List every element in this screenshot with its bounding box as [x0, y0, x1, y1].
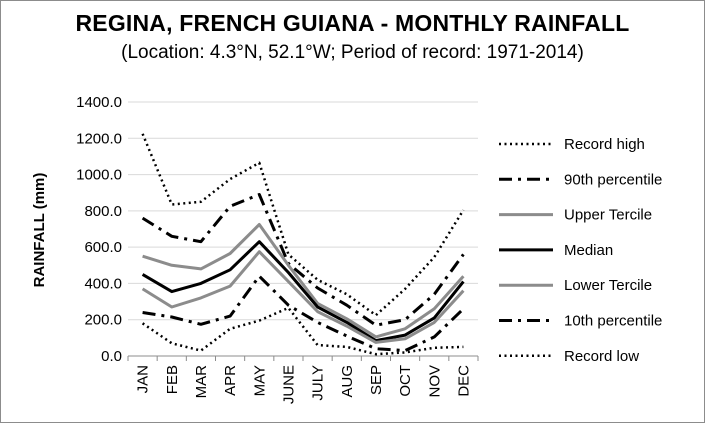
- x-tick-label: MAY: [251, 365, 268, 396]
- y-axis-ticks: 0.0 200.0 400.0 600.0 800.0 1000.0 1200.0 1400.…: [76, 94, 122, 365]
- y-tick-label: 1000.0: [76, 167, 122, 184]
- series-line-lower-tercile: [141, 250, 465, 344]
- series-line-record-high: [141, 133, 465, 317]
- legend-label: Median: [564, 242, 613, 259]
- y-tick-label: 1400.0: [76, 94, 122, 111]
- x-tick-label: FEB: [164, 365, 181, 394]
- x-tick-label: JULY: [310, 365, 327, 401]
- legend-label: Record low: [564, 348, 639, 365]
- y-tick-label: 200.0: [84, 312, 122, 329]
- y-tick-label: 400.0: [84, 275, 122, 292]
- series-line-record-low: [141, 306, 464, 356]
- y-tick-label: 600.0: [84, 239, 122, 256]
- series-lines: [141, 133, 465, 356]
- x-axis-ticks: JAN FEB MAR APR MAY JUNE JULY AUG SEP OCT NOV DEC: [135, 365, 473, 404]
- x-tick-label: JUNE: [280, 365, 297, 404]
- legend-label: Lower Tercile: [564, 277, 652, 294]
- series-line-90th-percentile: [141, 193, 465, 327]
- legend-label: 90th percentile: [564, 171, 662, 188]
- x-tick-label: OCT: [397, 365, 414, 397]
- x-tick-label: AUG: [339, 365, 356, 398]
- legend-label: Record high: [564, 136, 645, 153]
- legend-label: Upper Tercile: [564, 207, 652, 224]
- y-axis-label: RAINFALL (mm): [31, 173, 48, 288]
- chart-title: REGINA, FRENCH GUIANA - MONTHLY RAINFALL: [75, 10, 630, 36]
- legend: Record high 90th percentile Upper Tercile M…: [499, 136, 662, 365]
- x-tick-label: DEC: [455, 365, 472, 397]
- x-tick-label: SEP: [368, 365, 385, 395]
- x-tick-label: JAN: [135, 365, 152, 393]
- x-tick-label: NOV: [426, 365, 443, 398]
- series-line-upper-tercile: [142, 223, 465, 339]
- x-tick-label: MAR: [193, 365, 210, 399]
- gridlines: [128, 101, 478, 321]
- legend-label: 10th percentile: [564, 313, 662, 330]
- x-tick-label: APR: [222, 365, 239, 396]
- chart-subtitle: (Location: 4.3°N, 52.1°W; Period of reco…: [121, 42, 584, 63]
- series-line-median: [141, 240, 465, 343]
- y-tick-label: 800.0: [84, 203, 122, 220]
- y-tick-label: 1200.0: [76, 130, 122, 147]
- x-axis: [127, 355, 479, 361]
- y-tick-label: 0.0: [101, 348, 122, 365]
- series-line-10th-percentile: [142, 274, 465, 353]
